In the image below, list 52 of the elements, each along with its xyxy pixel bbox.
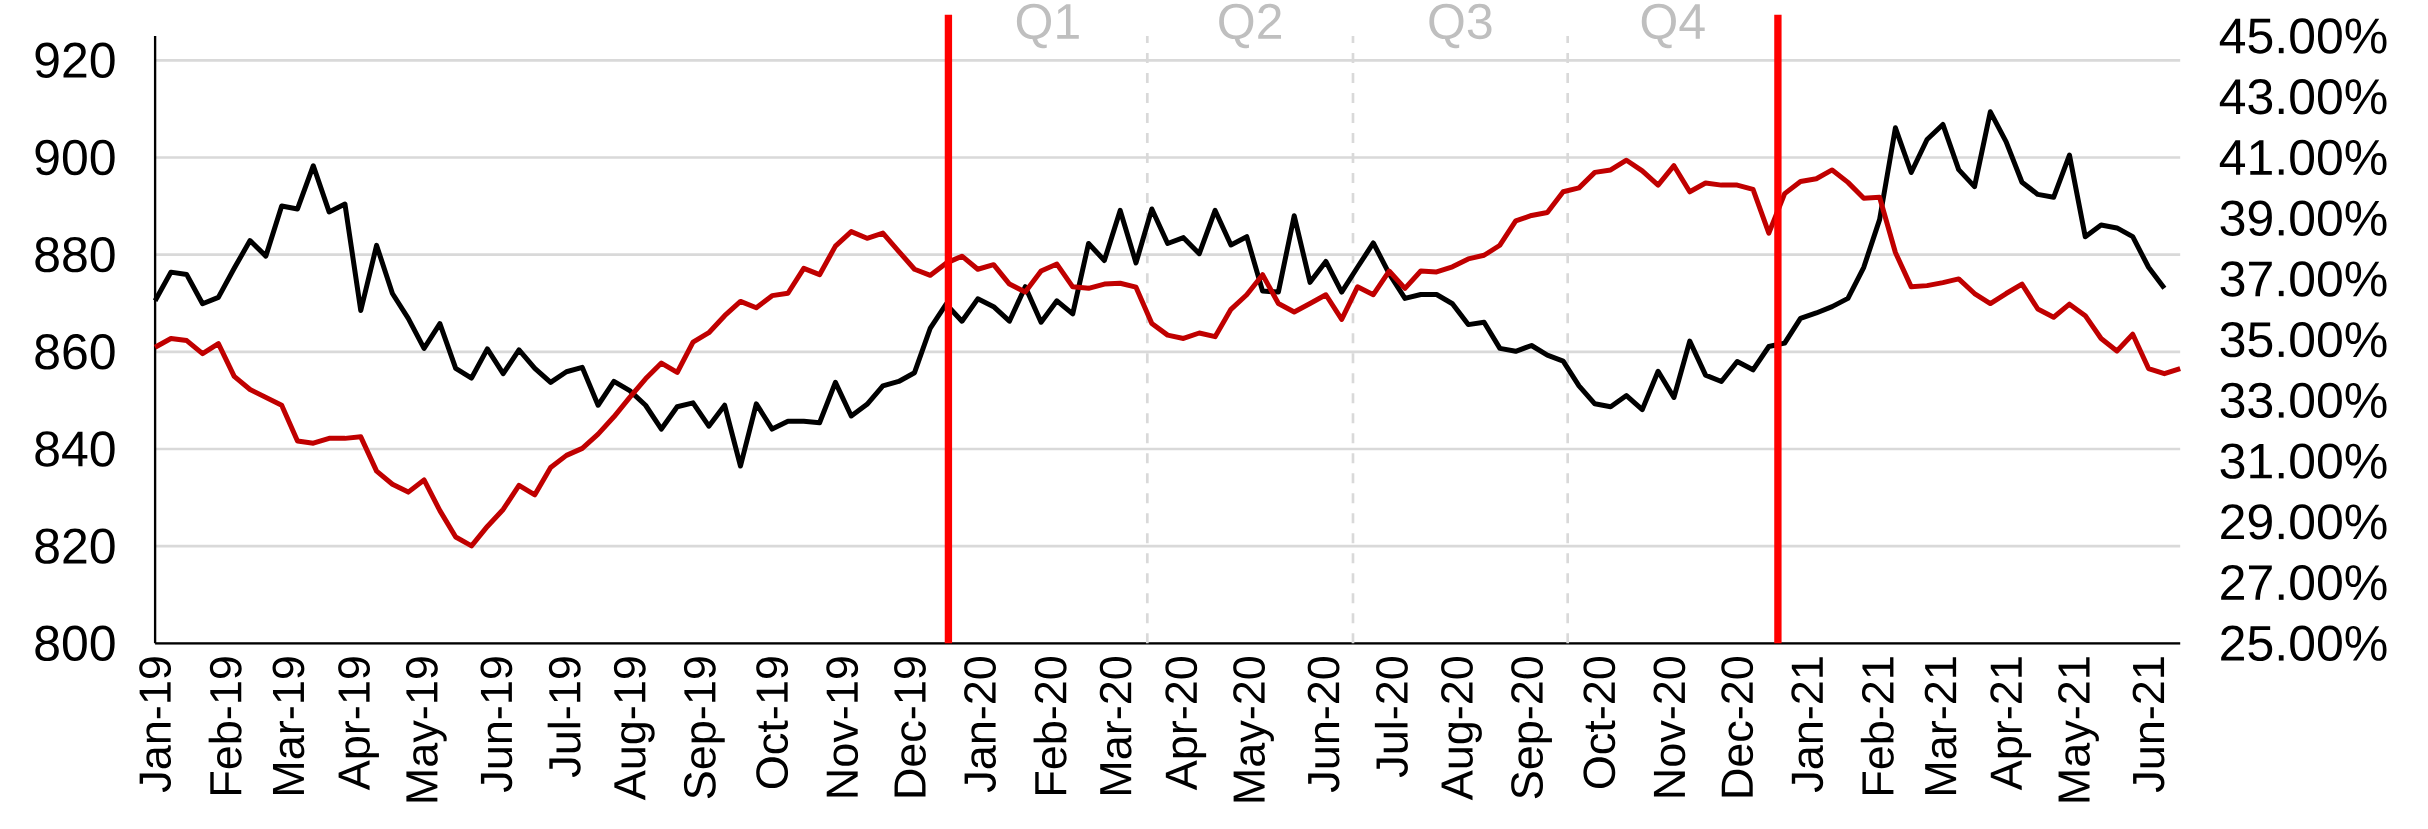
x-tick-label: Nov-20 [1653, 656, 1686, 797]
y-tick-label: 920 [35, 42, 115, 78]
x-tick-label: Feb-20 [1033, 656, 1067, 794]
x-tick-label: Dec-19 [894, 657, 926, 797]
y2-tick-label: 29.00% [2221, 503, 2387, 540]
y-tick-label: 860 [35, 333, 115, 370]
x-tick-label: Jun-21 [2132, 657, 2165, 792]
x-tick-label: Jun-19 [480, 657, 513, 792]
x-tick-label: Apr-20 [1165, 656, 1207, 790]
x-tick-label: Jul-20 [1374, 656, 1408, 777]
x-tick-label: Jan-21 [1791, 657, 1824, 792]
y2-tick-label: 25.00% [2221, 625, 2387, 661]
x-tick-label: Oct-19 [756, 657, 789, 788]
x-tick-label: Apr-21 [1990, 657, 2032, 790]
x-tick-label: Jan-19 [139, 657, 172, 792]
y2-tick-label: 37.00% [2220, 261, 2387, 297]
x-tick-label: Jan-20 [964, 656, 996, 792]
y2-tick-label: 39.00% [2220, 200, 2387, 236]
y-tick-label: 900 [35, 139, 115, 175]
x-tick-label: May-19 [405, 657, 447, 802]
x-tick-label: Apr-19 [338, 657, 379, 790]
x-tick-label: May-20 [1233, 656, 1274, 802]
y2-tick-label: 41.00% [2219, 139, 2387, 175]
x-tick-label: Jun-20 [1307, 656, 1340, 792]
y2-tick-label: 33.00% [2220, 382, 2387, 418]
x-tick-label: Sep-19 [683, 657, 725, 799]
x-tick-label: Mar-19 [272, 657, 305, 794]
x-tick-label: Jul-19 [547, 657, 581, 777]
y2-tick-label: 43.00% [2219, 78, 2387, 115]
x-tick-label: May-21 [2058, 657, 2099, 802]
annotation: Q3 [1429, 3, 1492, 48]
x-tick-label: Sep-20 [1511, 656, 1552, 799]
y2-tick-label: 27.00% [2221, 564, 2387, 601]
x-tick-label: Nov-19 [826, 657, 859, 797]
x-tick-label: Aug-19 [613, 657, 655, 800]
x-tick-label: Aug-20 [1441, 656, 1482, 800]
annotation: Q1 [1016, 3, 1079, 48]
y-tick-label: 880 [35, 236, 115, 273]
y2-tick-label: 35.00% [2220, 321, 2387, 358]
x-tick-label: Mar-20 [1099, 656, 1132, 794]
annotation: Q2 [1219, 3, 1282, 48]
annotation: Q4 [1641, 3, 1705, 48]
x-tick-label: Feb-19 [208, 657, 242, 794]
y-tick-label: 840 [35, 431, 115, 467]
y2-tick-label: 45.00% [2219, 18, 2387, 54]
y2-tick-label: 31.00% [2220, 443, 2387, 479]
y-tick-label: 800 [35, 625, 115, 661]
x-tick-label: Oct-20 [1583, 656, 1616, 788]
x-tick-label: Dec-20 [1721, 656, 1754, 797]
x-tick-label: Feb-21 [1860, 657, 1894, 794]
y-tick-label: 820 [35, 528, 115, 564]
x-tick-label: Mar-21 [1924, 657, 1957, 794]
